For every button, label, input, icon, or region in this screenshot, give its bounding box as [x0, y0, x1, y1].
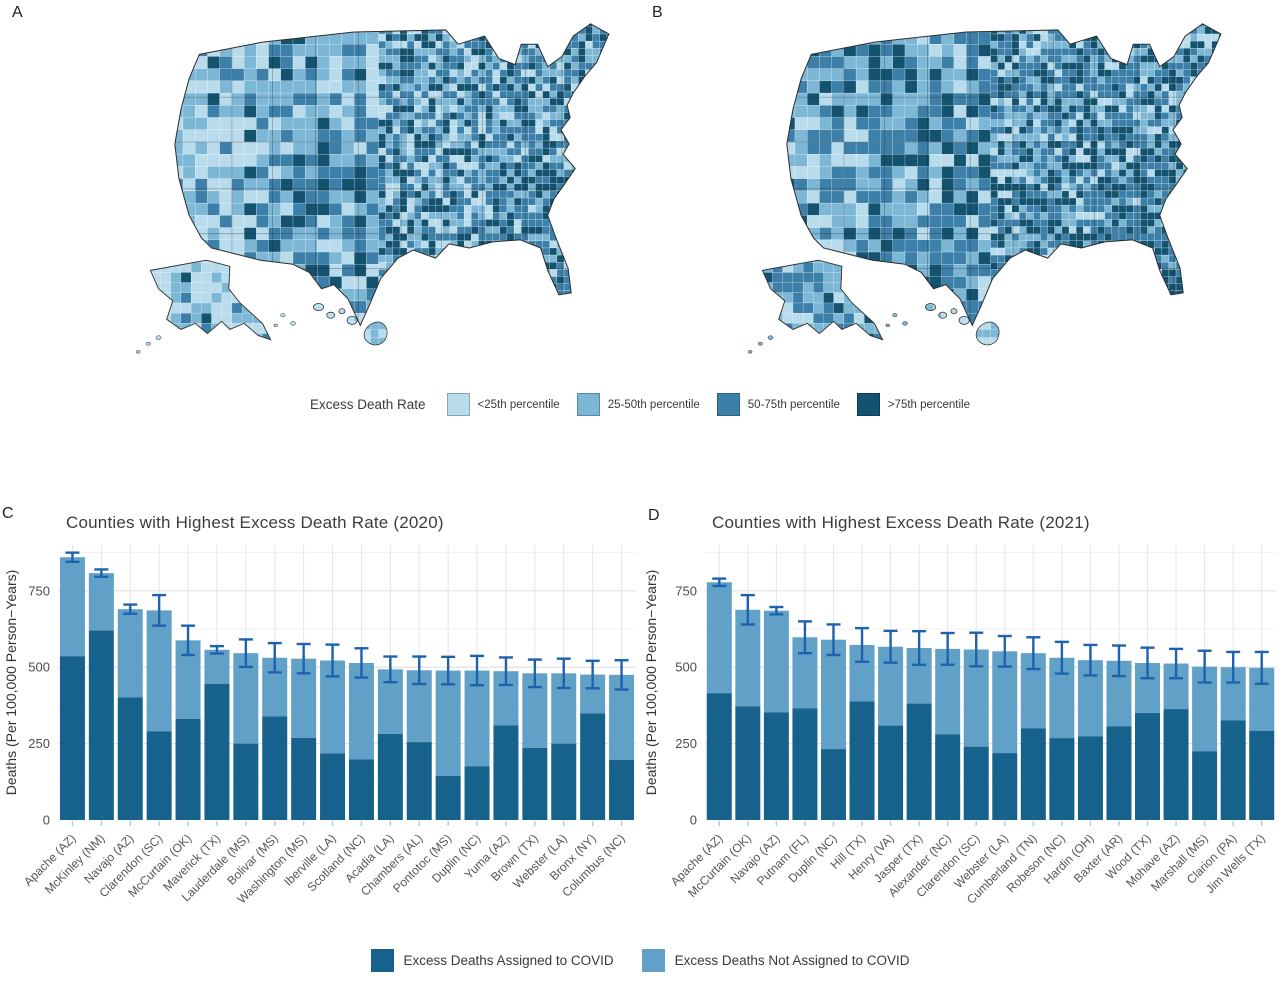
panel-label-d: D: [648, 507, 660, 524]
map-legend-title: Excess Death Rate: [309, 397, 426, 412]
svg-text:250: 250: [28, 736, 50, 751]
panel-label-a: A: [12, 4, 23, 21]
svg-text:750: 750: [28, 583, 50, 598]
bar-legend-item: Excess Deaths Assigned to COVID: [370, 949, 614, 972]
percentile-4-swatch: [856, 393, 880, 416]
svg-text:0: 0: [43, 813, 50, 828]
percentile-3-swatch: [716, 393, 740, 416]
bar-legend-item: Excess Deaths Not Assigned to COVID: [641, 949, 910, 972]
assigned-covid-swatch: [370, 949, 394, 972]
svg-text:500: 500: [28, 660, 50, 675]
panel-label-b: B: [652, 4, 663, 21]
map-legend-item: <25th percentile: [446, 393, 560, 416]
map-legend-item: 50-75th percentile: [716, 393, 840, 416]
not-assigned-covid-swatch: [641, 949, 665, 972]
percentile-4-label: >75th percentile: [887, 398, 971, 411]
percentile-2-label: 25-50th percentile: [607, 398, 700, 411]
not-assigned-covid-label: Excess Deaths Not Assigned to COVID: [674, 953, 910, 968]
percentile-2-swatch: [576, 393, 600, 416]
chart-title-2020: Counties with Highest Excess Death Rate …: [66, 513, 444, 532]
percentile-3-label: 50-75th percentile: [747, 398, 840, 411]
county-map-2020: [136, 23, 610, 354]
percentile-1-swatch: [446, 393, 470, 416]
panel-label-c: C: [2, 505, 14, 522]
svg-text:Deaths (Per 100,000 Person−Yea: Deaths (Per 100,000 Person−Years): [3, 570, 19, 796]
percentile-1-label: <25th percentile: [477, 398, 560, 411]
map-legend: Excess Death Rate <25th percentile 25-50…: [0, 393, 1280, 416]
bar-legend: Excess Deaths Assigned to COVID Excess D…: [0, 949, 1280, 972]
map-legend-item: >75th percentile: [856, 393, 971, 416]
chart-title-2021: Counties with Highest Excess Death Rate …: [712, 513, 1090, 532]
assigned-covid-label: Excess Deaths Assigned to COVID: [403, 953, 614, 968]
county-map-2021: [748, 23, 1222, 354]
map-legend-item: 25-50th percentile: [576, 393, 700, 416]
